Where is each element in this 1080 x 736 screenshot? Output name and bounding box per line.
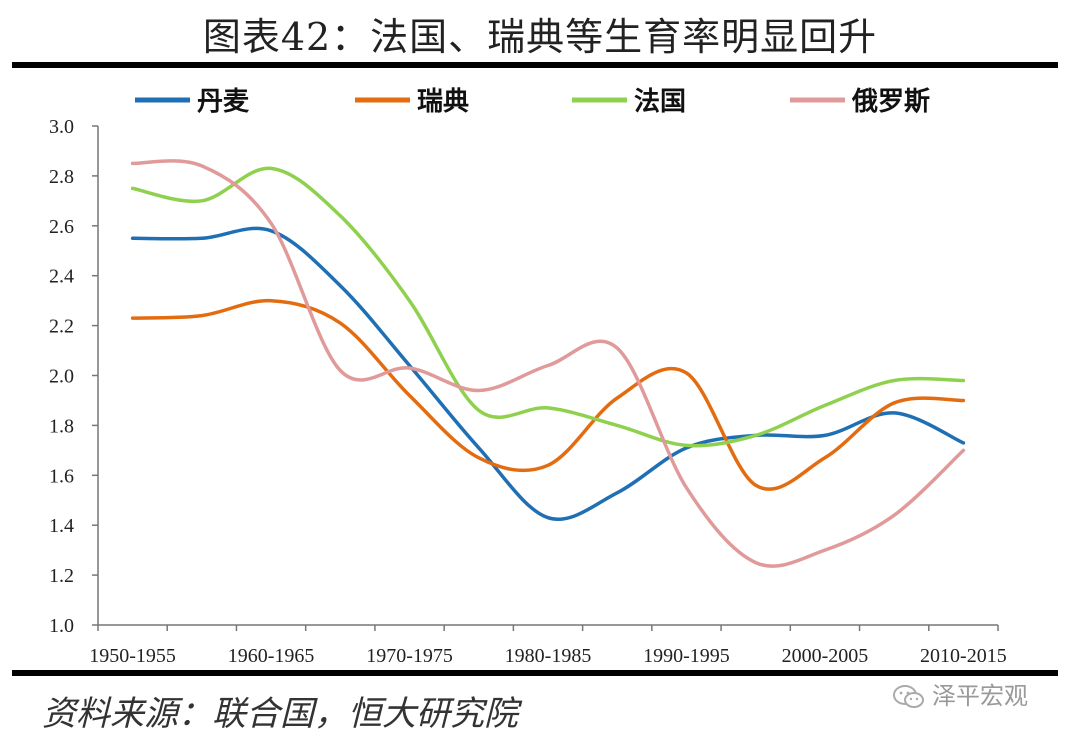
chart-axes: 1.0 1.2 1.4 1.6 1.8 2.0 2.2 2.4 2.6 2.8 3.0 1950-19… [49,116,1007,667]
y-tick-label: 3.0 [49,116,74,138]
y-tick-label: 2.4 [49,266,74,288]
top-rule [12,62,1058,68]
wechat-icon [893,685,924,708]
bottom-rule [12,670,1058,676]
x-tick-label: 1960-1965 [228,645,315,667]
y-tick-label: 1.4 [49,515,74,537]
y-tick-label: 2.6 [49,216,74,238]
chart-legend: 丹麦 瑞典 法国 俄罗斯 [135,87,930,117]
chart-series [130,159,966,568]
chart-title: 图表42：法国、瑞典等生育率明显回升 [202,15,878,59]
x-tick-label: 1970-1975 [366,645,453,667]
legend-label-3: 俄罗斯 [851,87,930,117]
x-tick-label: 2010-2015 [920,645,1007,667]
y-tick-label: 2.0 [49,366,74,388]
x-tick-label: 1980-1985 [505,645,592,667]
y-tick-label: 1.0 [49,615,74,637]
x-tick-label: 1990-1995 [643,645,730,667]
series-line-3 [130,159,966,568]
y-tick-label: 1.6 [49,465,74,487]
legend-label-1: 瑞典 [417,87,469,117]
legend-label-0: 丹麦 [197,87,250,117]
x-tick-label: 1950-1955 [89,645,176,667]
legend-label-2: 法国 [634,87,686,117]
y-tick-label: 1.2 [49,565,74,587]
source-note: 资料来源：联合国，恒大研究院 [42,694,518,734]
y-tick-label: 2.2 [49,316,74,338]
series-line-1 [130,298,966,491]
series-line-0 [130,226,966,521]
x-tick-label: 2000-2005 [782,645,869,667]
watermark-text: 泽平宏观 [932,682,1028,710]
y-tick-label: 2.8 [49,166,74,188]
watermark: 泽平宏观 [892,676,1028,711]
series-line-2 [130,166,966,448]
y-tick-label: 1.8 [49,415,74,437]
